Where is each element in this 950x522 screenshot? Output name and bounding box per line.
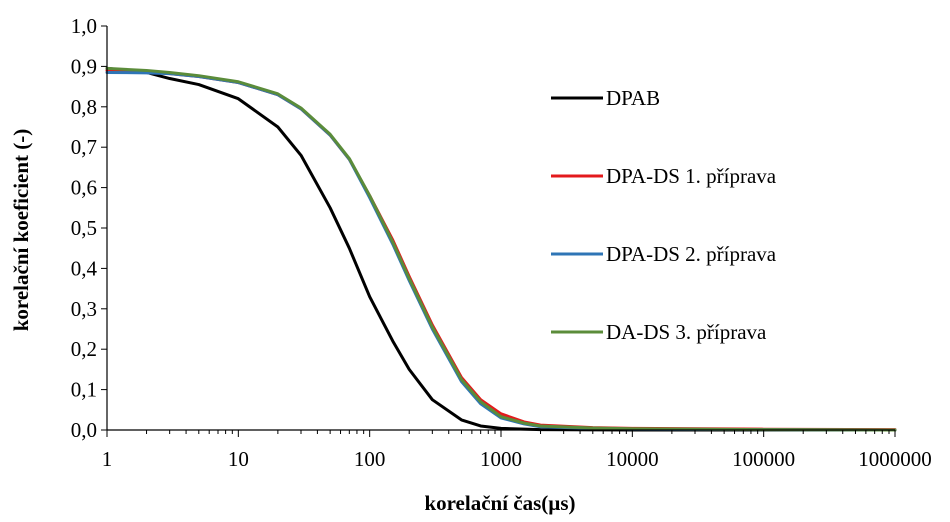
x-tick-label: 10000 <box>606 447 659 471</box>
y-tick-label: 0,5 <box>71 216 97 240</box>
legend-label: DPA-DS 2. příprava <box>606 242 777 266</box>
y-tick-label: 0,1 <box>71 378 97 402</box>
y-tick-label: 0,3 <box>71 297 97 321</box>
series-line-2 <box>105 68 897 432</box>
y-tick-label: 0,8 <box>71 95 97 119</box>
x-tick-label: 1 <box>102 447 113 471</box>
y-tick-label: 0,4 <box>71 256 98 280</box>
series-line-1 <box>105 66 897 432</box>
legend-label: DPAB <box>606 86 660 110</box>
x-tick-label: 10 <box>228 447 249 471</box>
series-line-4 <box>105 66 897 432</box>
y-tick-label: 0,6 <box>71 176 97 200</box>
y-tick-label: 0,7 <box>71 135 97 159</box>
x-tick-label: 1000 <box>480 447 522 471</box>
series-line-3 <box>105 70 897 432</box>
y-tick-label: 0,2 <box>71 337 97 361</box>
x-axis-title: korelační čas(µs) <box>424 491 575 515</box>
legend: DPAB DPA-DS 1. příprava DPA-DS 2. příprava… <box>551 86 777 344</box>
y-tick-label: 0,0 <box>71 418 97 442</box>
y-axis-title: korelační koeficient (-) <box>9 129 33 332</box>
x-tick-label: 1000000 <box>858 447 932 471</box>
axes-layer: 0,0 0,1 0,2 0,3 0,4 0,5 0,6 0,7 0,8 0,9 1,0 1 10 100 1… <box>71 14 932 471</box>
legend-label: DPA-DS 1. příprava <box>606 164 777 188</box>
y-tick-label: 0,9 <box>71 54 97 78</box>
series-layer <box>105 66 897 432</box>
y-tick-label: 1,0 <box>71 14 97 38</box>
x-tick-label: 100000 <box>732 447 795 471</box>
x-tick-label: 100 <box>354 447 386 471</box>
legend-label: DA-DS 3. příprava <box>606 320 767 344</box>
